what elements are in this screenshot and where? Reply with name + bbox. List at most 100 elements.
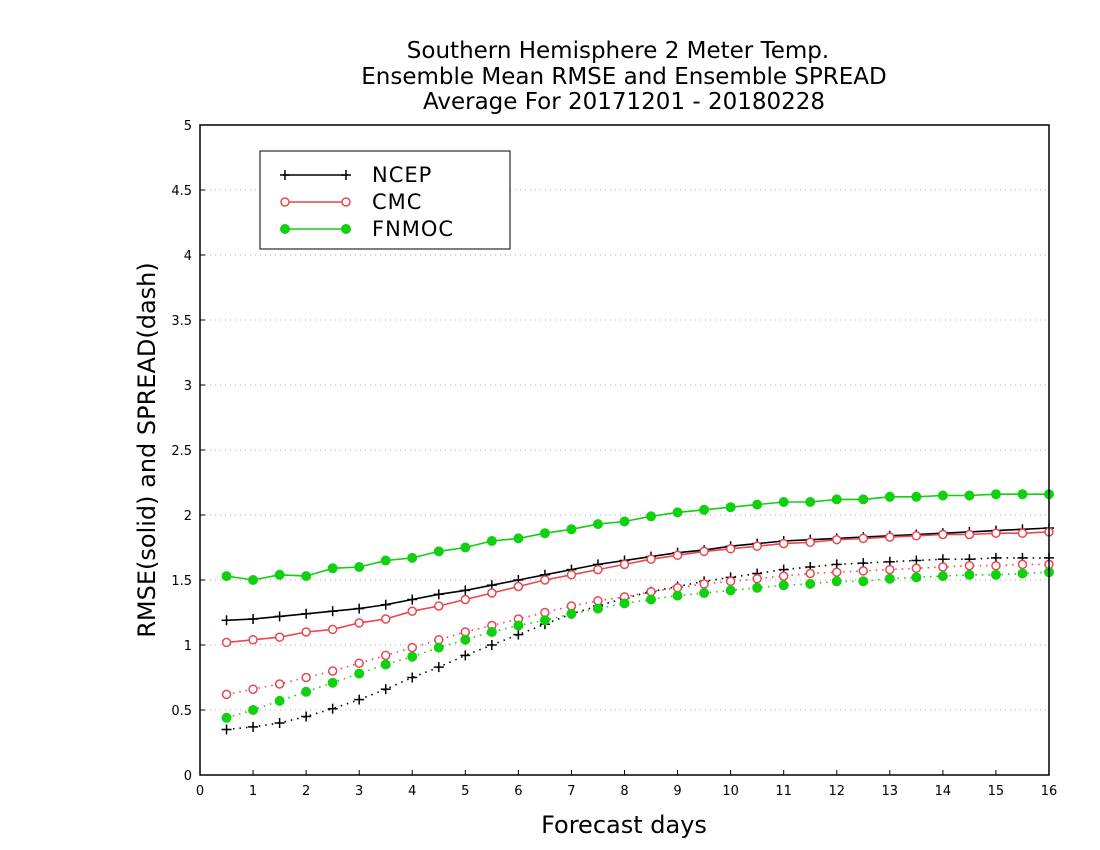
fnmoc-rmse-line [226, 493, 1049, 581]
legend-item-cmc: CMC [280, 190, 422, 214]
fnmoc-rmse-point-13 [566, 524, 577, 535]
x-tick-label-10: 10 [722, 784, 739, 799]
legend-box [259, 150, 511, 250]
legend-marker-start-ncep [280, 170, 290, 180]
fnmoc-rmse-point-19 [725, 502, 736, 513]
ncep-rmse-line [226, 527, 1050, 622]
cmc-spread-point-7 [407, 642, 417, 653]
ncep-spread-point-6 [380, 684, 391, 695]
x-tick-label-3: 3 [355, 784, 363, 799]
fnmoc-spread-point-5 [354, 668, 365, 679]
fnmoc-spread-point-28 [964, 569, 975, 580]
cmc-rmse-point-11 [513, 581, 524, 592]
fnmoc-spread-point-21 [778, 580, 789, 591]
fnmoc-spread-point-0 [221, 712, 232, 723]
fnmoc-spread-point-1 [248, 705, 259, 715]
ncep-spread-line [226, 557, 1049, 731]
legend-marker-end-fnmoc [341, 224, 351, 234]
cmc-spread-point-26 [911, 563, 922, 574]
cmc-spread-point-27 [938, 562, 948, 572]
fnmoc-spread-point-8 [433, 642, 444, 653]
ncep-spread-point-4 [327, 703, 338, 714]
cmc-rmse-point-27 [938, 529, 948, 540]
ncep-rmse-point-4 [327, 606, 338, 617]
cmc-rmse-point-12 [540, 575, 550, 585]
cmc-rmse-point-2 [274, 632, 285, 642]
series-layer [221, 489, 1054, 735]
cmc-rmse-point-7 [407, 606, 417, 616]
ncep-spread-series [221, 552, 1054, 735]
title-line-2: Ensemble Mean RMSE and Ensemble SPREAD [361, 64, 886, 90]
x-tick-label-0: 0 [196, 784, 204, 799]
cmc-rmse-point-20 [752, 541, 762, 551]
y-tick-label-10: 5 [184, 119, 192, 134]
cmc-spread-line [226, 563, 1049, 696]
cmc-spread-series [221, 559, 1054, 700]
ncep-rmse-point-8 [433, 589, 444, 600]
fnmoc-rmse-point-26 [911, 491, 922, 502]
y-tick-label-3: 1.5 [171, 574, 192, 589]
cmc-rmse-point-10 [487, 588, 497, 598]
cmc-spread-point-20 [752, 573, 762, 584]
fnmoc-spread-point-27 [937, 571, 948, 582]
chart-title: Southern Hemisphere 2 Meter Temp. Ensemb… [361, 38, 886, 115]
fnmoc-rmse-point-3 [301, 571, 312, 582]
x-tick-label-8: 8 [620, 784, 628, 799]
cmc-rmse-point-29 [991, 528, 1001, 538]
fnmoc-rmse-point-12 [539, 528, 550, 539]
x-tick-label-6: 6 [514, 784, 522, 799]
fnmoc-rmse-point-23 [831, 494, 842, 505]
x-tick-label-2: 2 [302, 784, 310, 799]
x-tick-label-11: 11 [775, 784, 792, 799]
cmc-spread-point-25 [885, 564, 895, 575]
fnmoc-rmse-point-29 [990, 489, 1001, 500]
fnmoc-spread-point-30 [1017, 568, 1028, 579]
ncep-rmse-point-1 [248, 614, 259, 624]
cmc-rmse-point-19 [725, 544, 736, 554]
fnmoc-rmse-point-6 [380, 555, 391, 566]
cmc-spread-point-2 [274, 679, 285, 689]
x-tick-label-14: 14 [935, 784, 952, 799]
legend-marker-end-cmc [341, 197, 351, 207]
fnmoc-rmse-point-9 [460, 542, 471, 553]
fnmoc-spread-point-19 [725, 585, 736, 596]
x-tick-label-13: 13 [882, 784, 899, 799]
fnmoc-rmse-point-30 [1017, 489, 1028, 500]
y-tick-label-8: 4 [184, 249, 192, 264]
fnmoc-spread-point-15 [619, 598, 630, 609]
ncep-rmse-series [221, 523, 1054, 626]
fnmoc-spread-point-14 [592, 603, 603, 614]
fnmoc-rmse-point-18 [699, 504, 710, 515]
ncep-rmse-point-5 [354, 603, 365, 614]
legend-items: NCEP CMC FNMOC [280, 163, 453, 241]
fnmoc-rmse-point-2 [274, 569, 285, 580]
cmc-rmse-point-25 [885, 532, 895, 542]
cmc-rmse-point-24 [858, 533, 869, 544]
cmc-rmse-point-6 [380, 614, 391, 624]
y-axis-label: RMSE(solid) and SPREAD(dash) [133, 262, 161, 638]
cmc-spread-point-6 [380, 650, 391, 661]
cmc-spread-point-1 [248, 684, 258, 694]
cmc-rmse-point-4 [327, 624, 338, 635]
y-tick-label-2: 1 [184, 639, 192, 654]
ncep-rmse-point-6 [380, 599, 391, 610]
fnmoc-spread-point-2 [274, 695, 285, 706]
cmc-rmse-point-18 [699, 546, 709, 557]
fnmoc-rmse-point-25 [884, 491, 895, 502]
cmc-rmse-point-5 [354, 618, 364, 628]
fnmoc-rmse-point-11 [513, 533, 524, 544]
legend: NCEP CMC FNMOC [259, 150, 511, 250]
fnmoc-spread-point-24 [858, 576, 869, 587]
fnmoc-spread-point-29 [990, 569, 1001, 580]
fnmoc-rmse-point-22 [805, 497, 816, 507]
fnmoc-rmse-series [221, 489, 1054, 585]
legend-label-cmc: CMC [372, 190, 422, 214]
legend-marker-start-cmc [280, 197, 290, 207]
x-tick-label-12: 12 [828, 784, 845, 799]
y-tick-label-6: 3 [184, 379, 192, 394]
ncep-rmse-point-2 [274, 611, 285, 622]
cmc-rmse-point-1 [248, 635, 258, 645]
cmc-spread-point-28 [964, 560, 975, 571]
cmc-rmse-line [226, 531, 1050, 644]
